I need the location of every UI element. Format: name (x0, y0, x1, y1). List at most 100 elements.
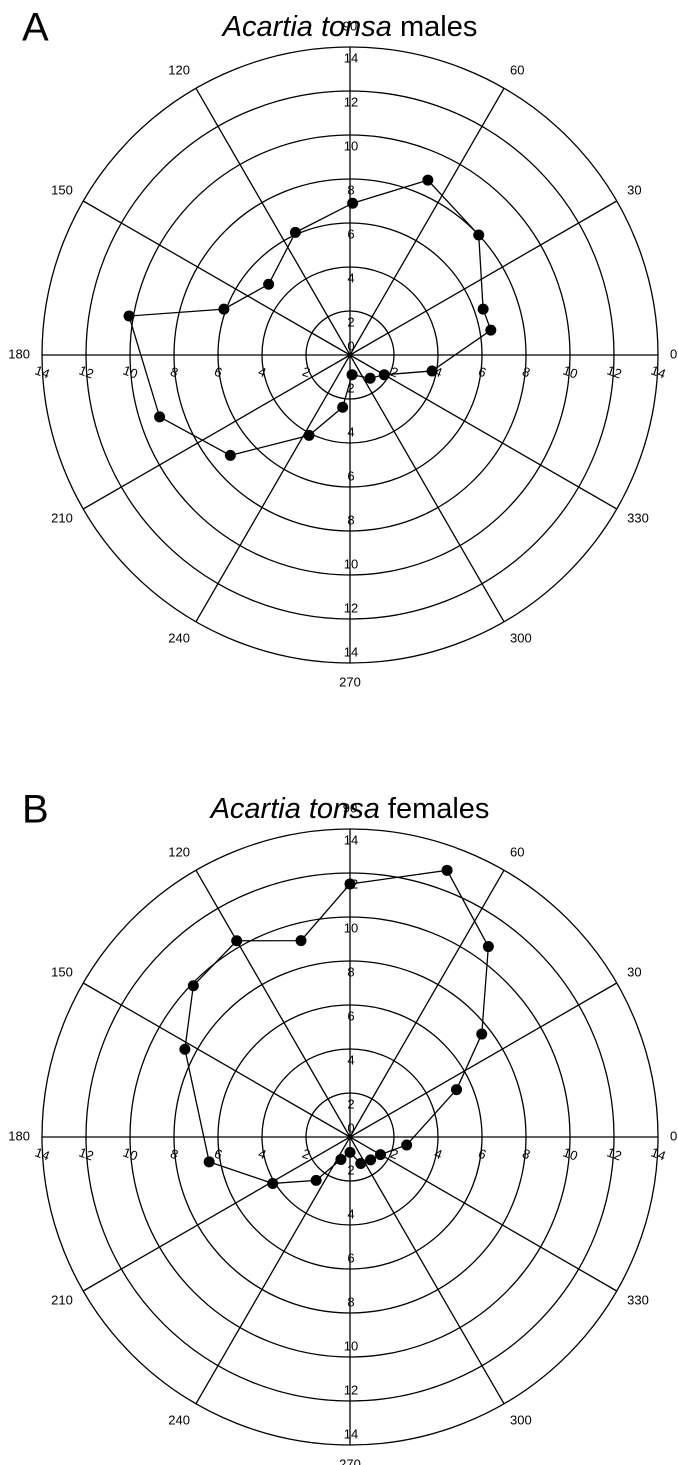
angle-spoke (82, 1136, 351, 1292)
angle-spoke (349, 354, 505, 623)
panel-label: B (22, 788, 49, 832)
r-tick-label: 4 (432, 364, 444, 381)
r-tick-label: 12 (605, 1144, 624, 1163)
r-tick-label: 10 (344, 920, 358, 935)
panel-label: A (22, 6, 49, 50)
angle-tick-label: 150 (51, 182, 73, 197)
r-tick-label: 14 (33, 362, 52, 381)
data-point (179, 1043, 191, 1055)
data-point (123, 310, 135, 322)
r-tick-label: 12 (344, 600, 358, 615)
r-tick-label: 10 (121, 362, 140, 381)
angle-tick-label: 120 (168, 62, 190, 77)
data-point (378, 369, 390, 381)
r-tick-label: 14 (33, 1144, 52, 1163)
data-point (365, 1154, 377, 1166)
chart-title: Acartia tonsa females (209, 793, 490, 825)
r-tick-label: 14 (344, 50, 358, 65)
r-tick-label: 6 (212, 364, 224, 381)
r-tick-label: 10 (121, 1144, 140, 1163)
polar-chart: A Acartia tonsa males 0 2 2 2 2 4 4 4 4 6 6 6 6 8 8 8 8 10 1… (8, 6, 677, 690)
r-tick-label: 10 (561, 362, 580, 381)
title-sex: females (388, 793, 490, 825)
r-tick-label: 8 (347, 1294, 354, 1309)
r-tick-label: 8 (347, 182, 354, 197)
data-line (128, 179, 492, 457)
r-tick-label: 10 (561, 1144, 580, 1163)
angle-tick-label: 90 (343, 18, 357, 33)
data-point (441, 864, 453, 876)
angle-tick-label: 60 (510, 62, 524, 77)
angle-spoke (349, 200, 618, 356)
data-point (451, 1084, 463, 1096)
r-tick-label: 14 (649, 362, 668, 381)
data-point (203, 1156, 215, 1168)
r-tick-label: 6 (476, 1146, 488, 1163)
chart-title: Acartia tonsa males (221, 11, 478, 43)
data-point (263, 278, 275, 290)
r-tick-label: 14 (344, 644, 358, 659)
data-point (347, 197, 359, 209)
angle-spoke (195, 354, 351, 623)
data-point (337, 401, 349, 413)
data-point (218, 303, 230, 315)
r-tick-label: 8 (520, 1146, 532, 1163)
r-tick-label: 10 (344, 138, 358, 153)
r-tick-label: 2 (300, 364, 312, 381)
data-point (473, 229, 485, 241)
angle-tick-label: 90 (343, 800, 357, 815)
r-tick-label: 4 (256, 1146, 268, 1163)
angle-spoke (349, 1136, 618, 1292)
angle-spoke (349, 87, 505, 356)
r-tick-label: 8 (168, 364, 180, 381)
r-tick-label: 0 (347, 1120, 354, 1135)
r-tick-label: 8 (168, 1146, 180, 1163)
data-point (485, 324, 497, 336)
title-sex: males (400, 11, 477, 43)
angle-tick-label: 180 (8, 346, 30, 361)
data-point (295, 935, 307, 947)
data-point (289, 226, 301, 238)
angle-tick-label: 270 (339, 1456, 361, 1465)
angle-tick-label: 330 (627, 1292, 649, 1307)
r-tick-label: 12 (77, 1144, 96, 1163)
angle-tick-label: 60 (510, 844, 524, 859)
r-tick-label: 2 (388, 364, 400, 381)
title-species: Acartia tonsa (221, 11, 392, 43)
data-point (344, 878, 356, 890)
angle-tick-label: 300 (510, 630, 532, 645)
angle-spoke (349, 1136, 505, 1405)
r-tick-label: 2 (347, 1096, 354, 1111)
r-tick-label: 12 (344, 94, 358, 109)
r-tick-label: 14 (344, 832, 358, 847)
angle-tick-label: 210 (51, 510, 73, 525)
angle-tick-label: 0 (670, 1128, 677, 1143)
polar-chart: B Acartia tonsa females 0 2 2 2 2 4 4 4 4 6 6 6 6 8 8 8 8 1… (8, 788, 677, 1465)
data-point (346, 369, 358, 381)
data-point (476, 1028, 488, 1040)
data-point (477, 303, 489, 315)
data-point (374, 1149, 386, 1161)
r-tick-label: 4 (347, 1206, 354, 1221)
r-tick-label: 8 (520, 364, 532, 381)
angle-tick-label: 150 (51, 964, 73, 979)
data-point (310, 1174, 322, 1186)
angle-tick-label: 300 (510, 1412, 532, 1427)
angle-spoke (82, 200, 351, 356)
r-tick-label: 10 (344, 556, 358, 571)
angle-tick-label: 0 (670, 346, 677, 361)
data-point (187, 980, 199, 992)
r-tick-label: 4 (256, 364, 268, 381)
r-tick-label: 6 (476, 364, 488, 381)
data-point (154, 411, 166, 423)
angle-tick-label: 240 (168, 630, 190, 645)
data-point (344, 1146, 356, 1158)
data-point (224, 449, 236, 461)
r-tick-label: 4 (432, 1146, 444, 1163)
angle-spoke (195, 869, 351, 1138)
data-point (335, 1153, 347, 1165)
r-tick-label: 6 (347, 468, 354, 483)
data-point (303, 429, 315, 441)
r-tick-label: 14 (344, 1426, 358, 1441)
